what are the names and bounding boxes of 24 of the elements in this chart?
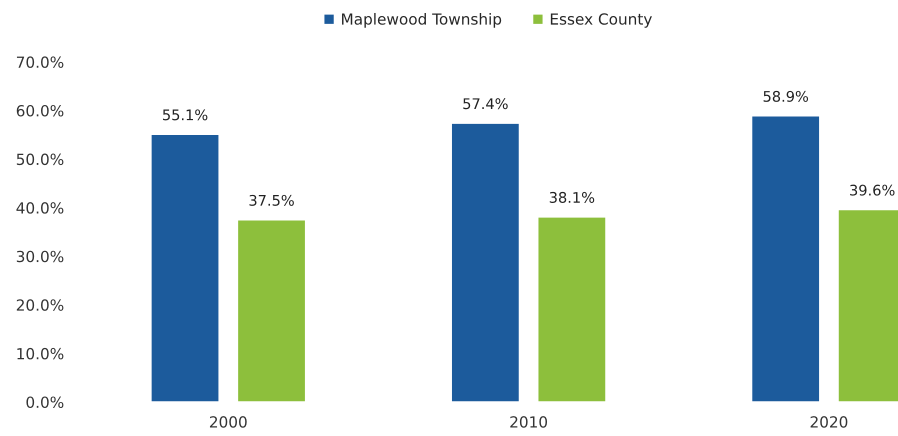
x-tick-label: 2010: [510, 416, 548, 428]
data-label: 38.1%: [550, 192, 594, 203]
x-tick-label: 2000: [210, 416, 247, 428]
bar: [750, 115, 820, 402]
bar: [150, 134, 220, 402]
bar: [236, 219, 306, 402]
data-label: 37.5%: [249, 194, 294, 206]
data-label: 58.9%: [764, 90, 808, 102]
y-tick-label: 30.0%: [16, 250, 64, 262]
x-tick-label: 2020: [810, 416, 848, 428]
data-label: 39.6%: [850, 184, 895, 196]
y-tick-label: 50.0%: [16, 154, 64, 166]
y-tick-label: 70.0%: [16, 56, 64, 68]
bar: [450, 122, 520, 402]
data-label: 57.4%: [463, 98, 508, 110]
y-tick-label: 40.0%: [16, 202, 64, 214]
y-tick-label: 60.0%: [16, 104, 64, 117]
legend-label: Maplewood Township: [342, 12, 502, 28]
y-tick-label: 20.0%: [16, 299, 64, 311]
data-label: 55.1%: [163, 109, 208, 120]
y-tick-label: 0.0%: [26, 396, 64, 408]
legend-label: Essex County: [550, 13, 652, 28]
bar: [537, 216, 607, 402]
y-tick-label: 10.0%: [17, 348, 64, 360]
